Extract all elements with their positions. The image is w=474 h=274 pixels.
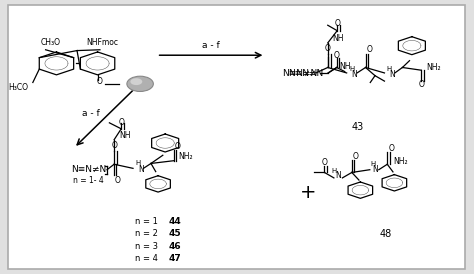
Text: H: H bbox=[331, 168, 337, 174]
Text: NHFmoc: NHFmoc bbox=[86, 38, 118, 47]
Text: O: O bbox=[325, 44, 331, 53]
Text: O: O bbox=[97, 77, 103, 86]
Text: O: O bbox=[334, 51, 340, 60]
Text: H: H bbox=[349, 66, 354, 72]
Text: N≡N≠N: N≡N≠N bbox=[288, 68, 323, 78]
Text: N≡N≠N: N≡N≠N bbox=[282, 68, 317, 78]
Text: N: N bbox=[372, 165, 378, 174]
Text: a - f: a - f bbox=[202, 41, 220, 50]
Text: 47: 47 bbox=[168, 254, 181, 263]
Text: O: O bbox=[353, 152, 358, 161]
Text: n = 2: n = 2 bbox=[136, 229, 158, 238]
Text: H₃CO: H₃CO bbox=[9, 83, 28, 92]
Text: O: O bbox=[388, 144, 394, 153]
Text: O: O bbox=[366, 45, 372, 54]
Text: H: H bbox=[387, 66, 392, 72]
Circle shape bbox=[130, 78, 142, 85]
Text: O: O bbox=[419, 80, 424, 89]
Text: 46: 46 bbox=[168, 242, 181, 250]
Circle shape bbox=[127, 76, 154, 92]
Text: O: O bbox=[118, 118, 124, 127]
Text: 44: 44 bbox=[168, 217, 181, 226]
Text: H: H bbox=[136, 161, 141, 166]
Text: 48: 48 bbox=[380, 229, 392, 239]
Text: N: N bbox=[335, 171, 341, 180]
Text: CH₃O: CH₃O bbox=[40, 38, 60, 47]
Text: N: N bbox=[351, 70, 357, 79]
Text: NH: NH bbox=[332, 34, 344, 43]
Text: a - f: a - f bbox=[82, 109, 100, 118]
Text: O: O bbox=[321, 158, 328, 167]
FancyBboxPatch shape bbox=[8, 5, 465, 269]
Text: +: + bbox=[300, 183, 316, 202]
Text: n = 1: n = 1 bbox=[136, 217, 158, 226]
Text: NH₂: NH₂ bbox=[178, 152, 193, 161]
Text: O: O bbox=[334, 19, 340, 28]
Text: O: O bbox=[174, 142, 181, 151]
Text: n = 4: n = 4 bbox=[136, 254, 158, 263]
Text: 43: 43 bbox=[351, 122, 364, 132]
Text: N≡N≠N: N≡N≠N bbox=[71, 165, 106, 174]
Text: 45: 45 bbox=[168, 229, 181, 238]
Text: n = 1- 4: n = 1- 4 bbox=[73, 176, 104, 185]
Text: NH: NH bbox=[339, 62, 350, 71]
Text: N: N bbox=[389, 70, 395, 79]
Text: O: O bbox=[111, 141, 117, 150]
Text: n = 3: n = 3 bbox=[136, 242, 158, 250]
Text: NH: NH bbox=[119, 131, 130, 140]
Text: NH₂: NH₂ bbox=[393, 157, 408, 166]
Text: H: H bbox=[371, 161, 376, 167]
Text: N: N bbox=[138, 165, 144, 174]
Text: NH₂: NH₂ bbox=[426, 63, 441, 72]
Text: O: O bbox=[115, 176, 121, 185]
